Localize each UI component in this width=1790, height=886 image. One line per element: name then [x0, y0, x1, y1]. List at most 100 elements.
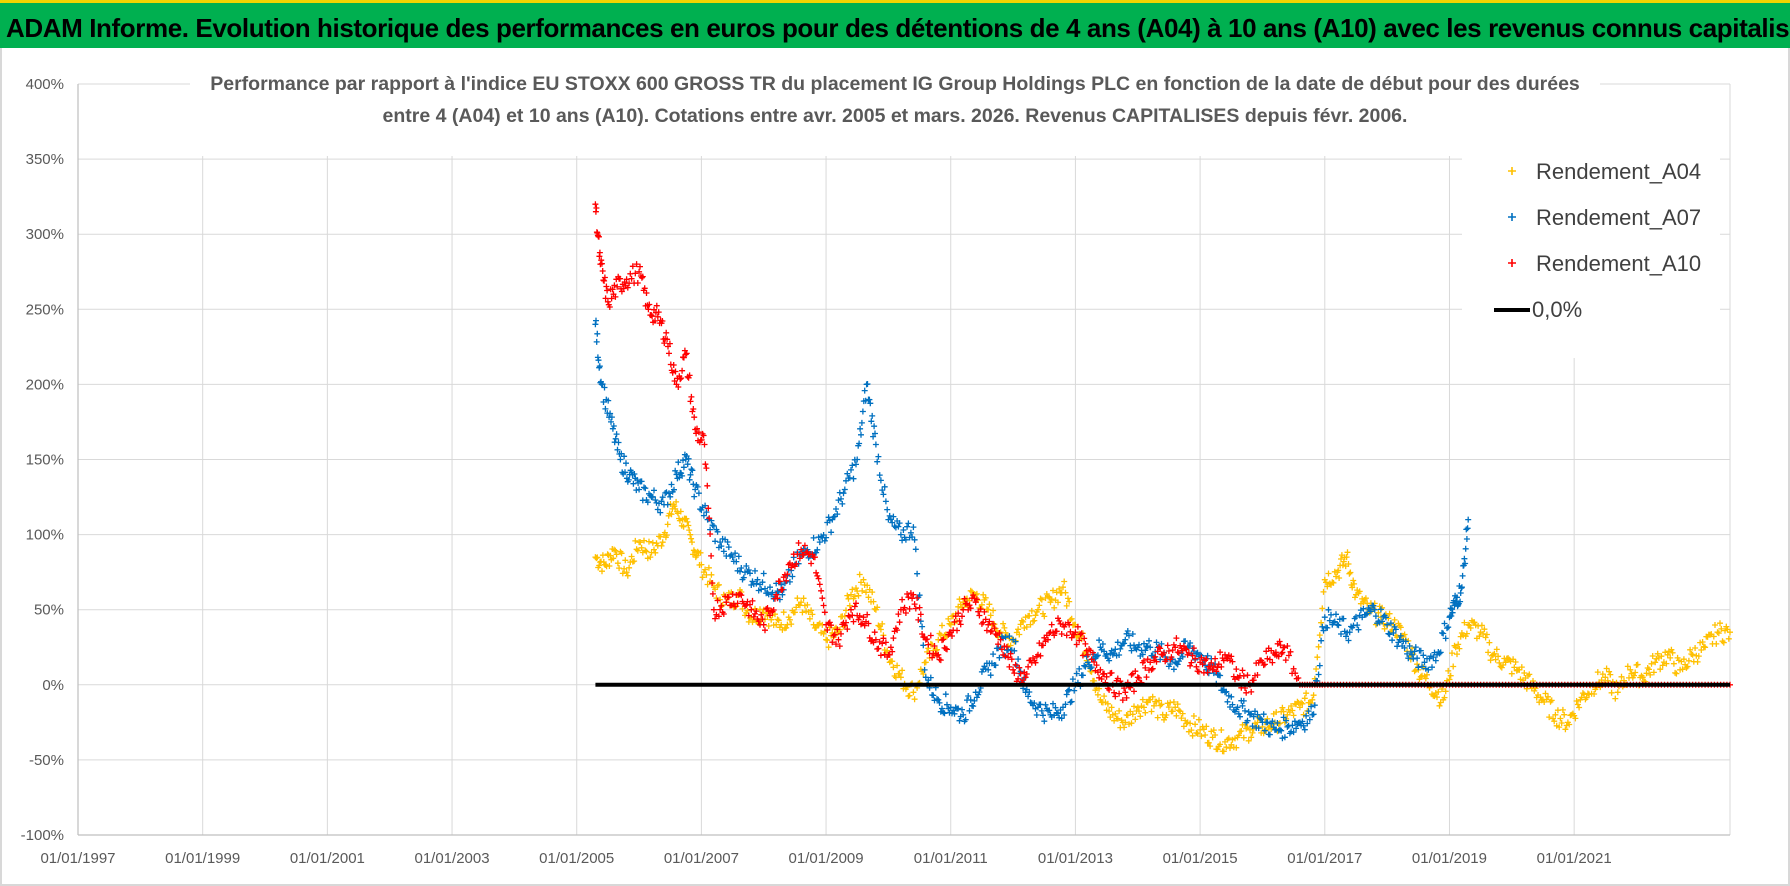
- data-point: [794, 595, 801, 602]
- data-point: [1227, 745, 1233, 752]
- data-point: [1143, 674, 1150, 681]
- data-point: [1346, 570, 1353, 577]
- data-point: [629, 263, 636, 270]
- data-point: [1067, 699, 1074, 706]
- data-point: [967, 605, 974, 612]
- data-point: [882, 498, 889, 505]
- data-point: [703, 465, 710, 472]
- data-point: [976, 689, 983, 695]
- data-point: [1072, 629, 1079, 636]
- data-point: [1175, 707, 1182, 714]
- data-point: [1048, 596, 1055, 603]
- data-point: [623, 460, 629, 467]
- data-point: [773, 591, 780, 598]
- data-point: [1464, 525, 1471, 532]
- data-point: [794, 551, 801, 557]
- data-point: [1663, 660, 1670, 667]
- data-point: [896, 619, 903, 626]
- data-point: [910, 591, 917, 598]
- data-point: [1447, 672, 1454, 679]
- data-point: [1692, 645, 1699, 651]
- data-point: [1571, 712, 1578, 719]
- data-point: [1713, 640, 1720, 647]
- y-tick-label: 0%: [42, 677, 64, 694]
- data-point: [1187, 640, 1194, 646]
- data-point: [759, 616, 766, 623]
- data-point: [1441, 694, 1448, 701]
- data-point: [991, 625, 998, 632]
- data-point: [1395, 639, 1402, 646]
- legend-marker: [1508, 213, 1516, 221]
- data-point: [732, 550, 739, 557]
- data-point: [1056, 585, 1063, 592]
- data-point: [698, 436, 705, 443]
- data-point: [1333, 573, 1339, 580]
- data-point: [682, 351, 689, 358]
- data-point: [1235, 732, 1242, 739]
- data-point: [1052, 704, 1059, 711]
- data-point: [1121, 724, 1128, 731]
- data-point: [758, 586, 765, 593]
- data-point: [704, 581, 711, 588]
- data-point: [1144, 656, 1151, 663]
- data-point: [992, 631, 999, 637]
- data-point: [593, 205, 600, 211]
- data-point: [896, 520, 903, 527]
- data-point: [1340, 558, 1347, 565]
- data-point: [1257, 715, 1263, 722]
- data-point: [1195, 716, 1202, 723]
- data-point: [1129, 711, 1136, 718]
- data-point: [1608, 689, 1615, 696]
- data-point: [890, 635, 897, 642]
- data-point: [1493, 646, 1500, 653]
- data-point: [762, 585, 768, 592]
- data-point: [1046, 707, 1053, 714]
- data-point: [1702, 644, 1709, 651]
- data-point: [703, 509, 710, 516]
- data-point: [1634, 661, 1641, 668]
- data-point: [1375, 609, 1382, 616]
- data-point: [1266, 656, 1273, 663]
- data-point: [1097, 666, 1104, 673]
- data-point: [649, 313, 656, 320]
- data-point: [686, 476, 693, 483]
- data-point: [1387, 620, 1394, 627]
- data-point: [848, 466, 854, 473]
- data-point: [1668, 646, 1675, 653]
- data-point: [1210, 663, 1217, 670]
- data-point: [1406, 643, 1413, 649]
- data-point: [985, 621, 992, 628]
- data-point: [1190, 713, 1197, 719]
- data-point: [659, 539, 666, 546]
- data-point: [970, 592, 977, 598]
- data-point: [1461, 555, 1468, 562]
- data-point: [997, 636, 1004, 643]
- data-point: [646, 301, 653, 308]
- data-point: [814, 546, 821, 553]
- data-point: [1350, 577, 1357, 584]
- data-point: [844, 470, 851, 477]
- data-point: [1720, 639, 1727, 646]
- data-point: [1397, 624, 1404, 631]
- data-point: [800, 595, 807, 602]
- data-point: [634, 280, 641, 286]
- data-point: [1170, 666, 1177, 673]
- data-point: [1326, 617, 1333, 624]
- data-point: [663, 532, 670, 539]
- data-point: [851, 603, 858, 610]
- data-point: [1012, 638, 1019, 645]
- data-point: [789, 573, 796, 580]
- data-point: [614, 446, 621, 453]
- data-point: [601, 384, 608, 391]
- data-point: [628, 553, 635, 560]
- data-point: [843, 619, 849, 626]
- data-point: [1041, 718, 1048, 725]
- data-point: [1648, 660, 1655, 667]
- data-point: [967, 696, 974, 703]
- data-point: [949, 633, 955, 639]
- data-point: [1315, 671, 1322, 678]
- data-point: [1482, 634, 1489, 641]
- legend-label: Rendement_A04: [1536, 159, 1701, 184]
- data-point: [889, 658, 896, 665]
- data-point: [1349, 584, 1356, 591]
